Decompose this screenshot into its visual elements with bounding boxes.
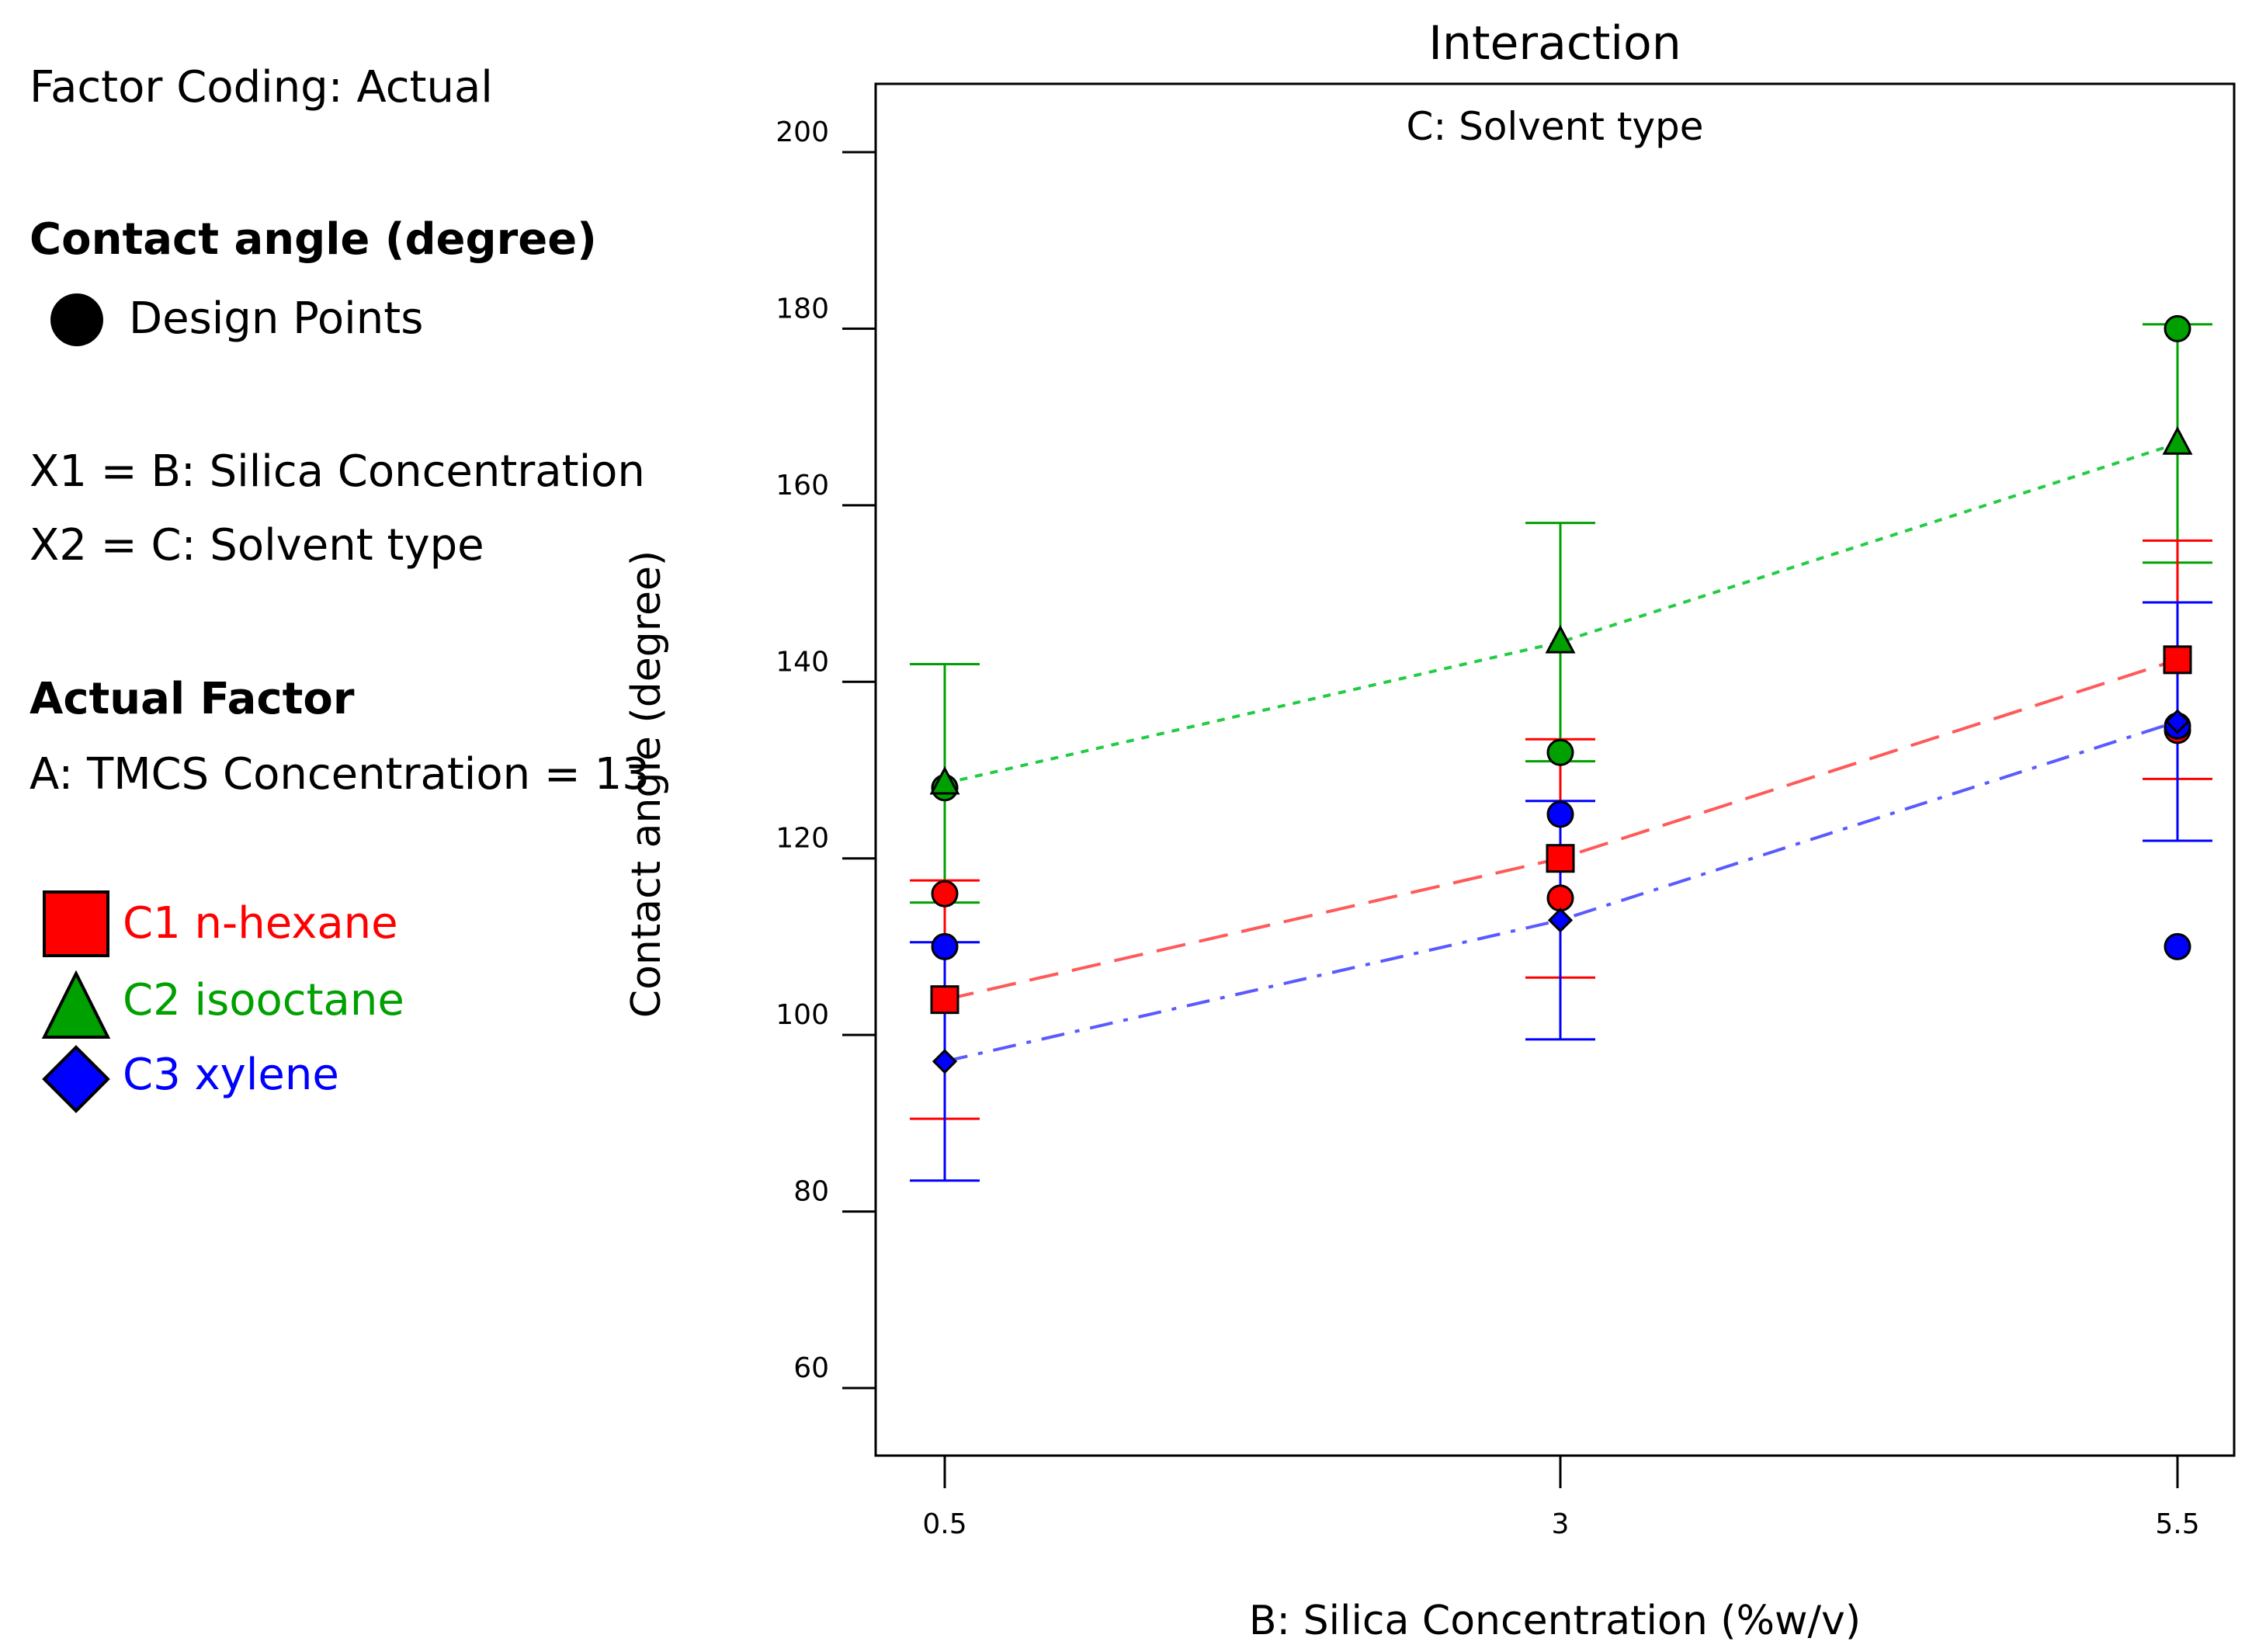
- x2-label: X2 = C: Solvent type: [29, 520, 484, 571]
- y-tick-label-60: 60: [793, 1352, 829, 1384]
- y-tick-label-100: 100: [776, 999, 829, 1031]
- legend-label-c2: C2 isooctane: [123, 975, 404, 1026]
- design-points-label: Design Points: [129, 293, 424, 344]
- design-point-3-1: [1546, 800, 1574, 828]
- legend-symbol-c1: [43, 890, 109, 957]
- x-tick-label-5.5: 5.5: [2155, 1508, 2199, 1540]
- prediction-marker-3-0: [932, 1049, 958, 1074]
- actual-factor-value: A: TMCS Concentration = 13: [29, 749, 650, 800]
- y-axis-title: Contact angle (degree): [623, 550, 670, 1018]
- x-tick-label-0.5: 0.5: [922, 1508, 966, 1540]
- y-tick-label-200: 200: [776, 116, 829, 148]
- factor-coding-label: Factor Coding: Actual: [29, 62, 493, 113]
- y-tick-label-80: 80: [793, 1176, 829, 1208]
- prediction-marker-2-1: [1545, 624, 1576, 654]
- design-point-3-0: [931, 932, 959, 960]
- prediction-marker-1-1: [1546, 844, 1575, 873]
- legend-symbol-c2: [41, 970, 111, 1039]
- legend-symbol-c3: [42, 1045, 110, 1113]
- prediction-marker-2-0: [929, 765, 960, 795]
- prediction-marker-2-2: [2162, 426, 2193, 455]
- prediction-marker-3-2: [2164, 709, 2191, 734]
- legend-label-c3: C3 xylene: [123, 1050, 339, 1100]
- chart-title: Interaction: [1428, 16, 1681, 71]
- y-tick-label-140: 140: [776, 646, 829, 678]
- design-point-2-1: [1546, 738, 1574, 766]
- y-tick-label-160: 160: [776, 470, 829, 502]
- design-point-2-2: [2164, 314, 2191, 342]
- y-tick-label-180: 180: [776, 293, 829, 324]
- legend-label-c1: C1 n-hexane: [123, 898, 398, 949]
- design-point-3-2: [2164, 932, 2191, 960]
- x-tick-label-3: 3: [1552, 1508, 1570, 1540]
- prediction-marker-1-2: [2163, 645, 2192, 675]
- chart-subtitle: C: Solvent type: [1406, 104, 1703, 149]
- design-point-1-0: [931, 880, 959, 908]
- factor-info-panel: Factor Coding: Actual Contact angle (deg…: [29, 62, 666, 1164]
- design-point-symbol: [50, 293, 103, 346]
- plot-frame: [874, 82, 2236, 1457]
- actual-factor-title: Actual Factor: [29, 674, 355, 724]
- y-tick-label-120: 120: [776, 823, 829, 855]
- design-point-1-1: [1546, 884, 1574, 912]
- x-axis-title: B: Silica Concentration (%w/v): [1249, 1598, 1861, 1644]
- prediction-marker-1-0: [930, 985, 959, 1015]
- response-title: Contact angle (degree): [29, 214, 597, 265]
- x1-label: X1 = B: Silica Concentration: [29, 446, 645, 497]
- prediction-marker-3-1: [1547, 908, 1574, 933]
